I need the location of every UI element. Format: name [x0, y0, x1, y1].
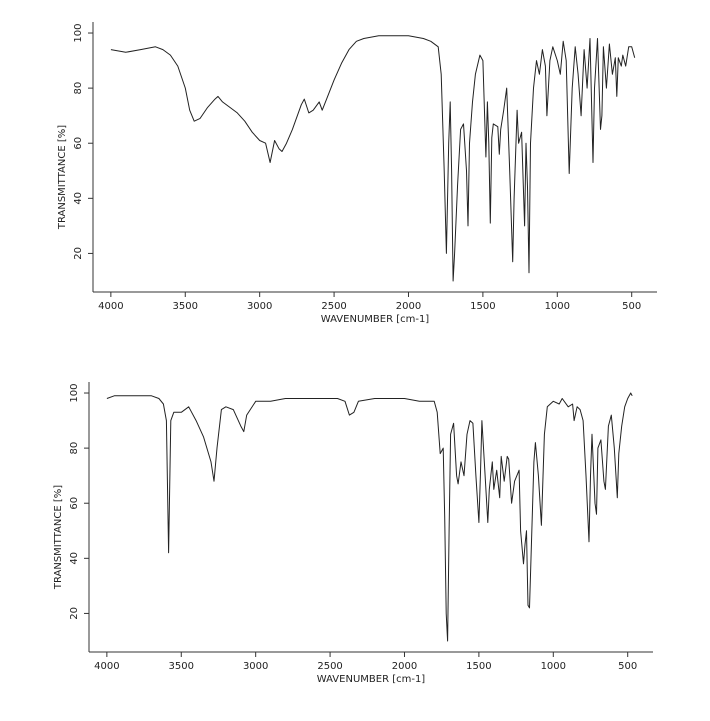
x-tick-label: 2500 — [321, 301, 346, 312]
x-axis-label: WAVENUMBER [cm-1] — [317, 674, 426, 685]
x-tick-label: 1000 — [541, 661, 566, 672]
y-tick-label: 20 — [73, 247, 84, 260]
x-tick-label: 3500 — [173, 301, 198, 312]
y-tick-label: 20 — [69, 607, 80, 620]
y-tick-label: 80 — [73, 82, 84, 95]
x-tick-label: 4000 — [94, 661, 119, 672]
y-tick-label: 40 — [69, 552, 80, 565]
y-tick-label: 100 — [73, 23, 84, 42]
y-tick-label: 60 — [69, 497, 80, 510]
x-tick-label: 500 — [622, 301, 641, 312]
x-axis-label: WAVENUMBER [cm-1] — [321, 314, 430, 325]
x-tick-label: 2000 — [392, 661, 417, 672]
spectrum-panel: 4000 3500 3000 2500 2000 1500 1000 500 20 40 60 80 1… — [57, 22, 657, 325]
x-tick-label: 2000 — [396, 301, 421, 312]
x-tick-label: 1500 — [466, 661, 491, 672]
y-tick-label: 80 — [69, 442, 80, 455]
y-tick-label: 100 — [69, 383, 80, 402]
x-tick-label: 1500 — [470, 301, 495, 312]
x-tick-label: 3000 — [243, 661, 268, 672]
y-axis-label: TRANSMITTANCE [%] — [53, 485, 64, 590]
y-tick-label: 40 — [73, 192, 84, 205]
x-tick-label: 3000 — [247, 301, 272, 312]
spectrum-line — [110, 35, 636, 282]
y-tick-label: 60 — [73, 137, 84, 150]
x-tick-label: 500 — [618, 661, 637, 672]
x-tick-label: 3500 — [169, 661, 194, 672]
x-tick-label: 4000 — [98, 301, 123, 312]
x-tick-label: 2500 — [317, 661, 342, 672]
spectrum-line — [106, 392, 633, 642]
y-axis-label: TRANSMITTANCE [%] — [57, 125, 68, 230]
x-tick-label: 1000 — [545, 301, 570, 312]
spectrum-panel: 4000 3500 3000 2500 2000 1500 1000 500 20 40 60 80 1… — [53, 382, 653, 685]
